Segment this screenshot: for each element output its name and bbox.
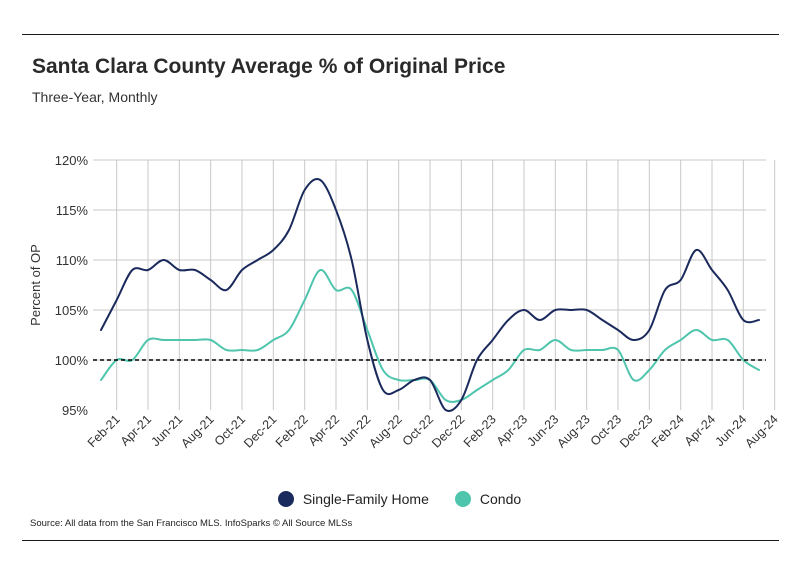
x-tick-label: Apr-24: [682, 412, 718, 448]
x-tick-label: Dec-23: [617, 412, 655, 450]
x-tick-label: Dec-22: [429, 412, 467, 450]
bottom-rule: [22, 540, 779, 541]
legend-item-condo[interactable]: Condo: [454, 491, 522, 507]
y-tick-label: 120%: [55, 153, 89, 168]
legend-marker-single-family: [277, 491, 294, 507]
x-tick-label: Aug-22: [366, 412, 404, 450]
chart-title: Santa Clara County Average % of Original…: [32, 55, 506, 78]
x-tick-label: Aug-23: [554, 412, 592, 450]
legend-label-condo: Condo: [479, 491, 522, 507]
x-tick-label: Apr-21: [118, 412, 154, 448]
series-line-single-family: [100, 177, 760, 413]
legend-marker-condo: [454, 491, 471, 507]
y-tick-label: 100%: [55, 353, 89, 368]
x-tick-label: Dec-21: [241, 412, 279, 450]
legend-item-single-family[interactable]: Single-Family Home: [277, 491, 429, 507]
y-tick-label: 95%: [62, 403, 88, 418]
y-tick-label: 115%: [56, 203, 89, 218]
x-tick-label: Aug-24: [742, 412, 780, 450]
y-tick-label: 110%: [56, 253, 89, 268]
x-tick-label: Feb-23: [461, 412, 499, 450]
x-tick-label: Feb-24: [649, 412, 687, 450]
y-tick-label: 105%: [55, 303, 89, 318]
x-tick-label: Feb-22: [273, 412, 311, 450]
x-tick-label: Apr-23: [494, 412, 530, 448]
source-note: Source: All data from the San Francisco …: [30, 518, 353, 529]
legend: Single-Family Home Condo: [0, 491, 799, 507]
top-rule: [22, 34, 779, 35]
x-tick-label: Feb-21: [85, 412, 123, 450]
chart-subtitle: Three-Year, Monthly: [32, 89, 158, 105]
x-tick-label: Aug-21: [178, 412, 216, 450]
legend-label-single-family: Single-Family Home: [302, 491, 429, 507]
x-tick-label: Apr-22: [306, 412, 342, 448]
y-axis-label: Percent of OP: [28, 244, 43, 326]
